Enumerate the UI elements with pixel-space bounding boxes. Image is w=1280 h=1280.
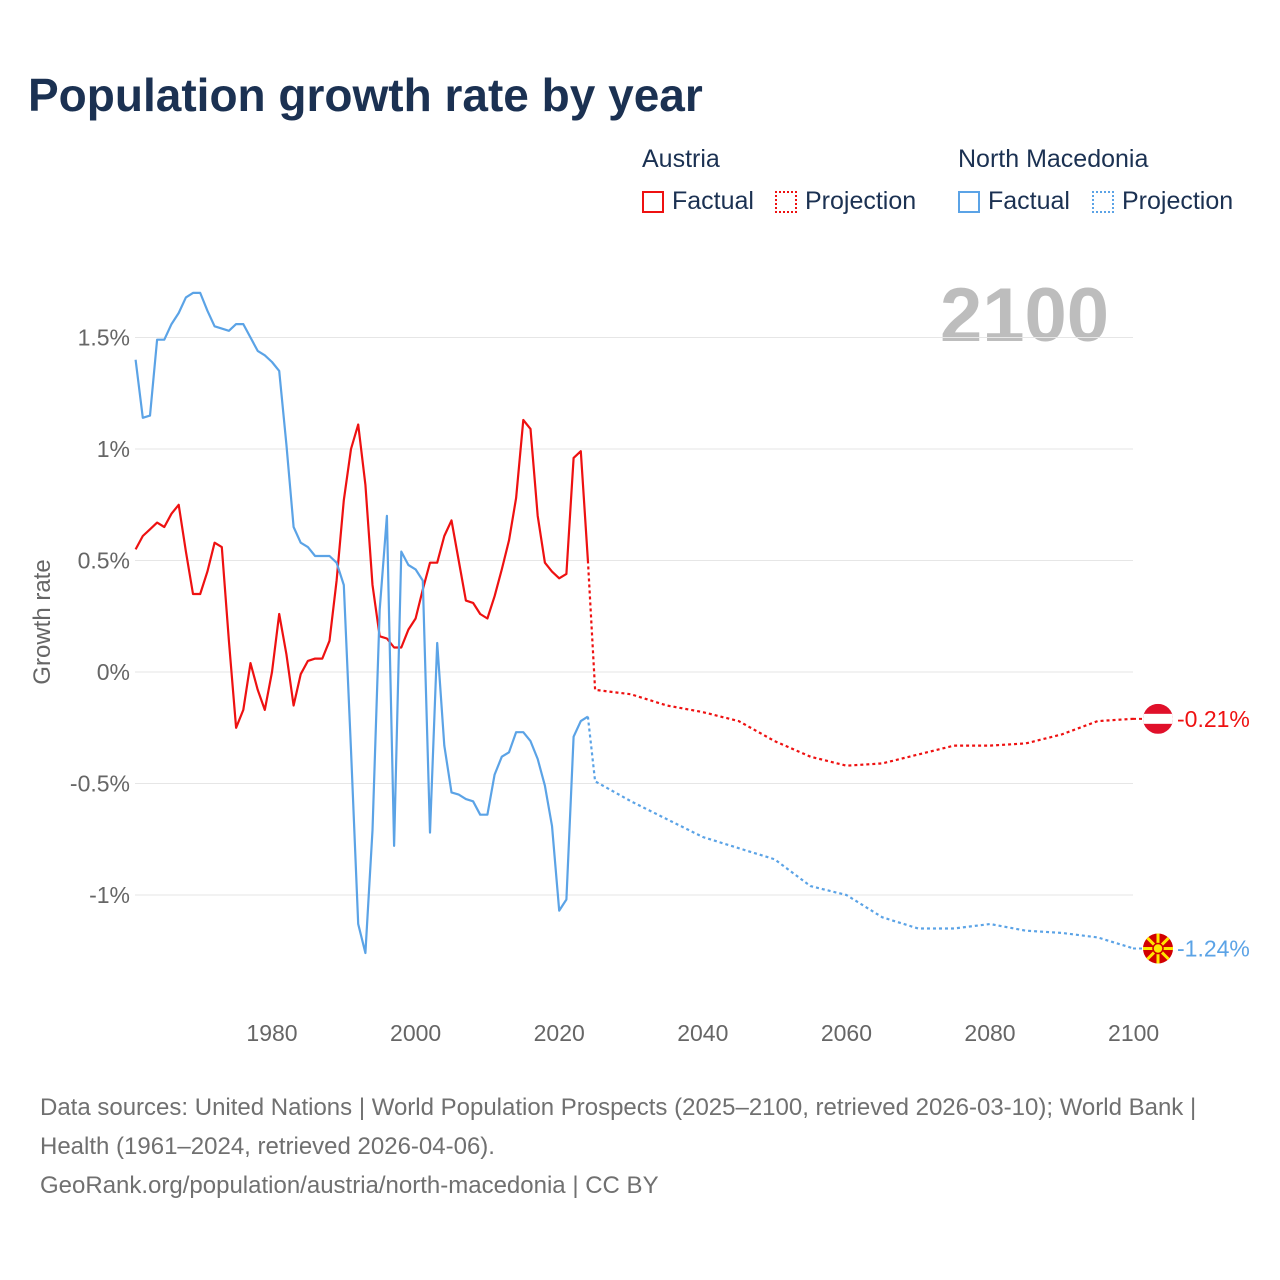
- x-tick-label: 2060: [821, 1020, 872, 1046]
- dotted-swatch-icon: [775, 190, 797, 213]
- end-value-label: -1.24%: [1177, 936, 1250, 962]
- x-tick-label: 2100: [1108, 1020, 1159, 1046]
- x-tick-label: 2080: [964, 1020, 1015, 1046]
- legend-nm-factual[interactable]: Factual: [958, 187, 1070, 216]
- y-tick-label: -1%: [89, 882, 130, 908]
- north-macedonia-flag-icon: [1143, 933, 1173, 964]
- austria-flag-icon: [1143, 703, 1173, 734]
- y-tick-label: -0.5%: [70, 771, 130, 797]
- current-year-label: 2100: [940, 273, 1110, 358]
- end-value-label: -0.21%: [1177, 706, 1250, 732]
- legend-label: Projection: [1122, 187, 1234, 215]
- legend-austria-factual[interactable]: Factual: [642, 187, 754, 216]
- austria-projection-line: [586, 560, 1134, 767]
- footer: Data sources: United Nations | World Pop…: [40, 1088, 1240, 1205]
- legend-nm-projection[interactable]: Projection: [1092, 187, 1233, 216]
- x-tick-label: 2000: [390, 1020, 441, 1046]
- plot-area: 1.5% 1% 0.5% 0% -0.5% -1% 1980 2000 2020 2040 2060…: [29, 291, 1250, 1046]
- north-macedonia-factual-line: [134, 291, 589, 955]
- north-macedonia-projection-line: [586, 716, 1134, 950]
- y-tick-label: 0%: [97, 659, 130, 685]
- solid-swatch-icon: [642, 190, 664, 213]
- x-tick-label: 2040: [677, 1020, 728, 1046]
- dotted-swatch-icon: [1092, 190, 1114, 213]
- x-tick-label: 1980: [246, 1020, 297, 1046]
- y-axis-label: Growth rate: [29, 559, 56, 684]
- y-tick-label: 1.5%: [78, 325, 130, 351]
- legend-label: Projection: [805, 187, 917, 215]
- source-url[interactable]: GeoRank.org/population/austria/north-mac…: [40, 1172, 659, 1199]
- legend-label: Factual: [672, 187, 754, 215]
- y-tick-label: 1%: [97, 436, 130, 462]
- legend-group-north-macedonia: North Macedonia: [958, 145, 1149, 173]
- y-tick-label: 0.5%: [78, 548, 130, 574]
- data-sources: Data sources: United Nations | World Pop…: [40, 1094, 1197, 1160]
- legend-austria-projection[interactable]: Projection: [775, 187, 916, 216]
- legend-group-austria: Austria: [642, 145, 720, 173]
- austria-factual-line: [134, 418, 589, 729]
- legend-label: Factual: [988, 187, 1070, 215]
- chart-title: Population growth rate by year: [28, 69, 703, 121]
- x-tick-label: 2020: [534, 1020, 585, 1046]
- solid-swatch-icon: [958, 190, 980, 213]
